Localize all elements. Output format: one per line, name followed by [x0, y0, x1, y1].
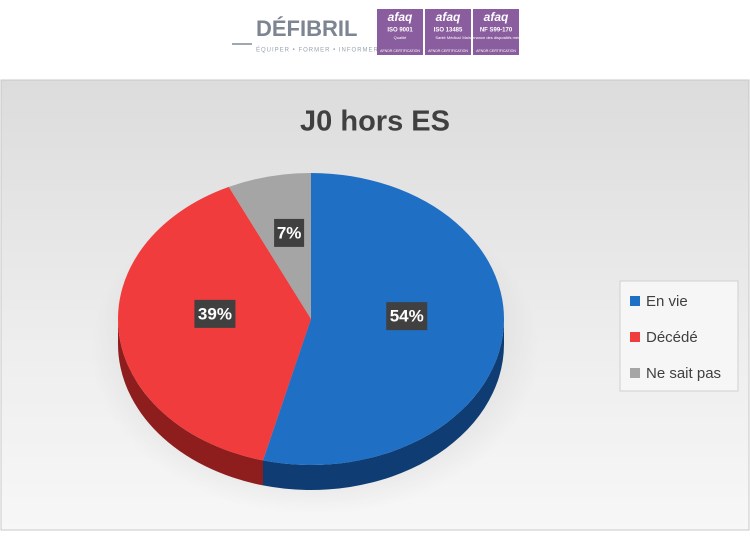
badge-footer: AFNOR CERTIFICATION — [380, 49, 420, 53]
legend-swatch — [630, 332, 640, 342]
pie-slice — [228, 173, 311, 319]
chart-title: J0 hors ES — [300, 106, 450, 138]
badge-label: Maintenance des dispositifs médicaux — [462, 35, 529, 40]
badge — [473, 9, 519, 55]
badge-brand: afaq — [388, 10, 413, 24]
badge — [425, 9, 471, 55]
legend-swatch — [630, 296, 640, 306]
badge-footer: AFNOR CERTIFICATION — [428, 49, 468, 53]
data-label-box — [194, 299, 236, 328]
tagline: ÉQUIPER • FORMER • INFORMER — [256, 47, 379, 54]
legend-swatch — [630, 368, 640, 378]
pie: 54% 39% 7% — [117, 173, 504, 490]
data-label: 54% — [390, 307, 424, 326]
legend-label: En vie — [646, 293, 688, 310]
pie-side — [118, 319, 264, 486]
badge-label: Qualité — [394, 35, 407, 40]
legend-items: En vie Décédé Ne sait pas — [630, 293, 721, 382]
badge-standard: NF S99-170 — [480, 28, 513, 34]
data-label: 7% — [277, 223, 302, 242]
pie-side — [263, 319, 504, 490]
brand: DÉFIBRIL — [256, 16, 357, 41]
legend-label: Ne sait pas — [646, 365, 721, 382]
badge-footer: AFNOR CERTIFICATION — [476, 49, 516, 53]
header: DÉFIBRIL ÉQUIPER • FORMER • INFORMER afa… — [232, 9, 530, 55]
badge-brand: afaq — [484, 10, 509, 24]
legend-label: Décédé — [646, 329, 698, 346]
badge-brand: afaq — [436, 10, 461, 24]
badge-standard: ISO 9001 — [387, 28, 413, 34]
badge-standard: ISO 13485 — [434, 28, 463, 34]
badge-label: Santé Médical — [435, 35, 460, 40]
data-label-box — [386, 302, 428, 331]
badge — [377, 9, 423, 55]
pie-slice — [263, 173, 504, 465]
data-label: 39% — [198, 304, 232, 323]
data-label-box — [274, 218, 305, 247]
